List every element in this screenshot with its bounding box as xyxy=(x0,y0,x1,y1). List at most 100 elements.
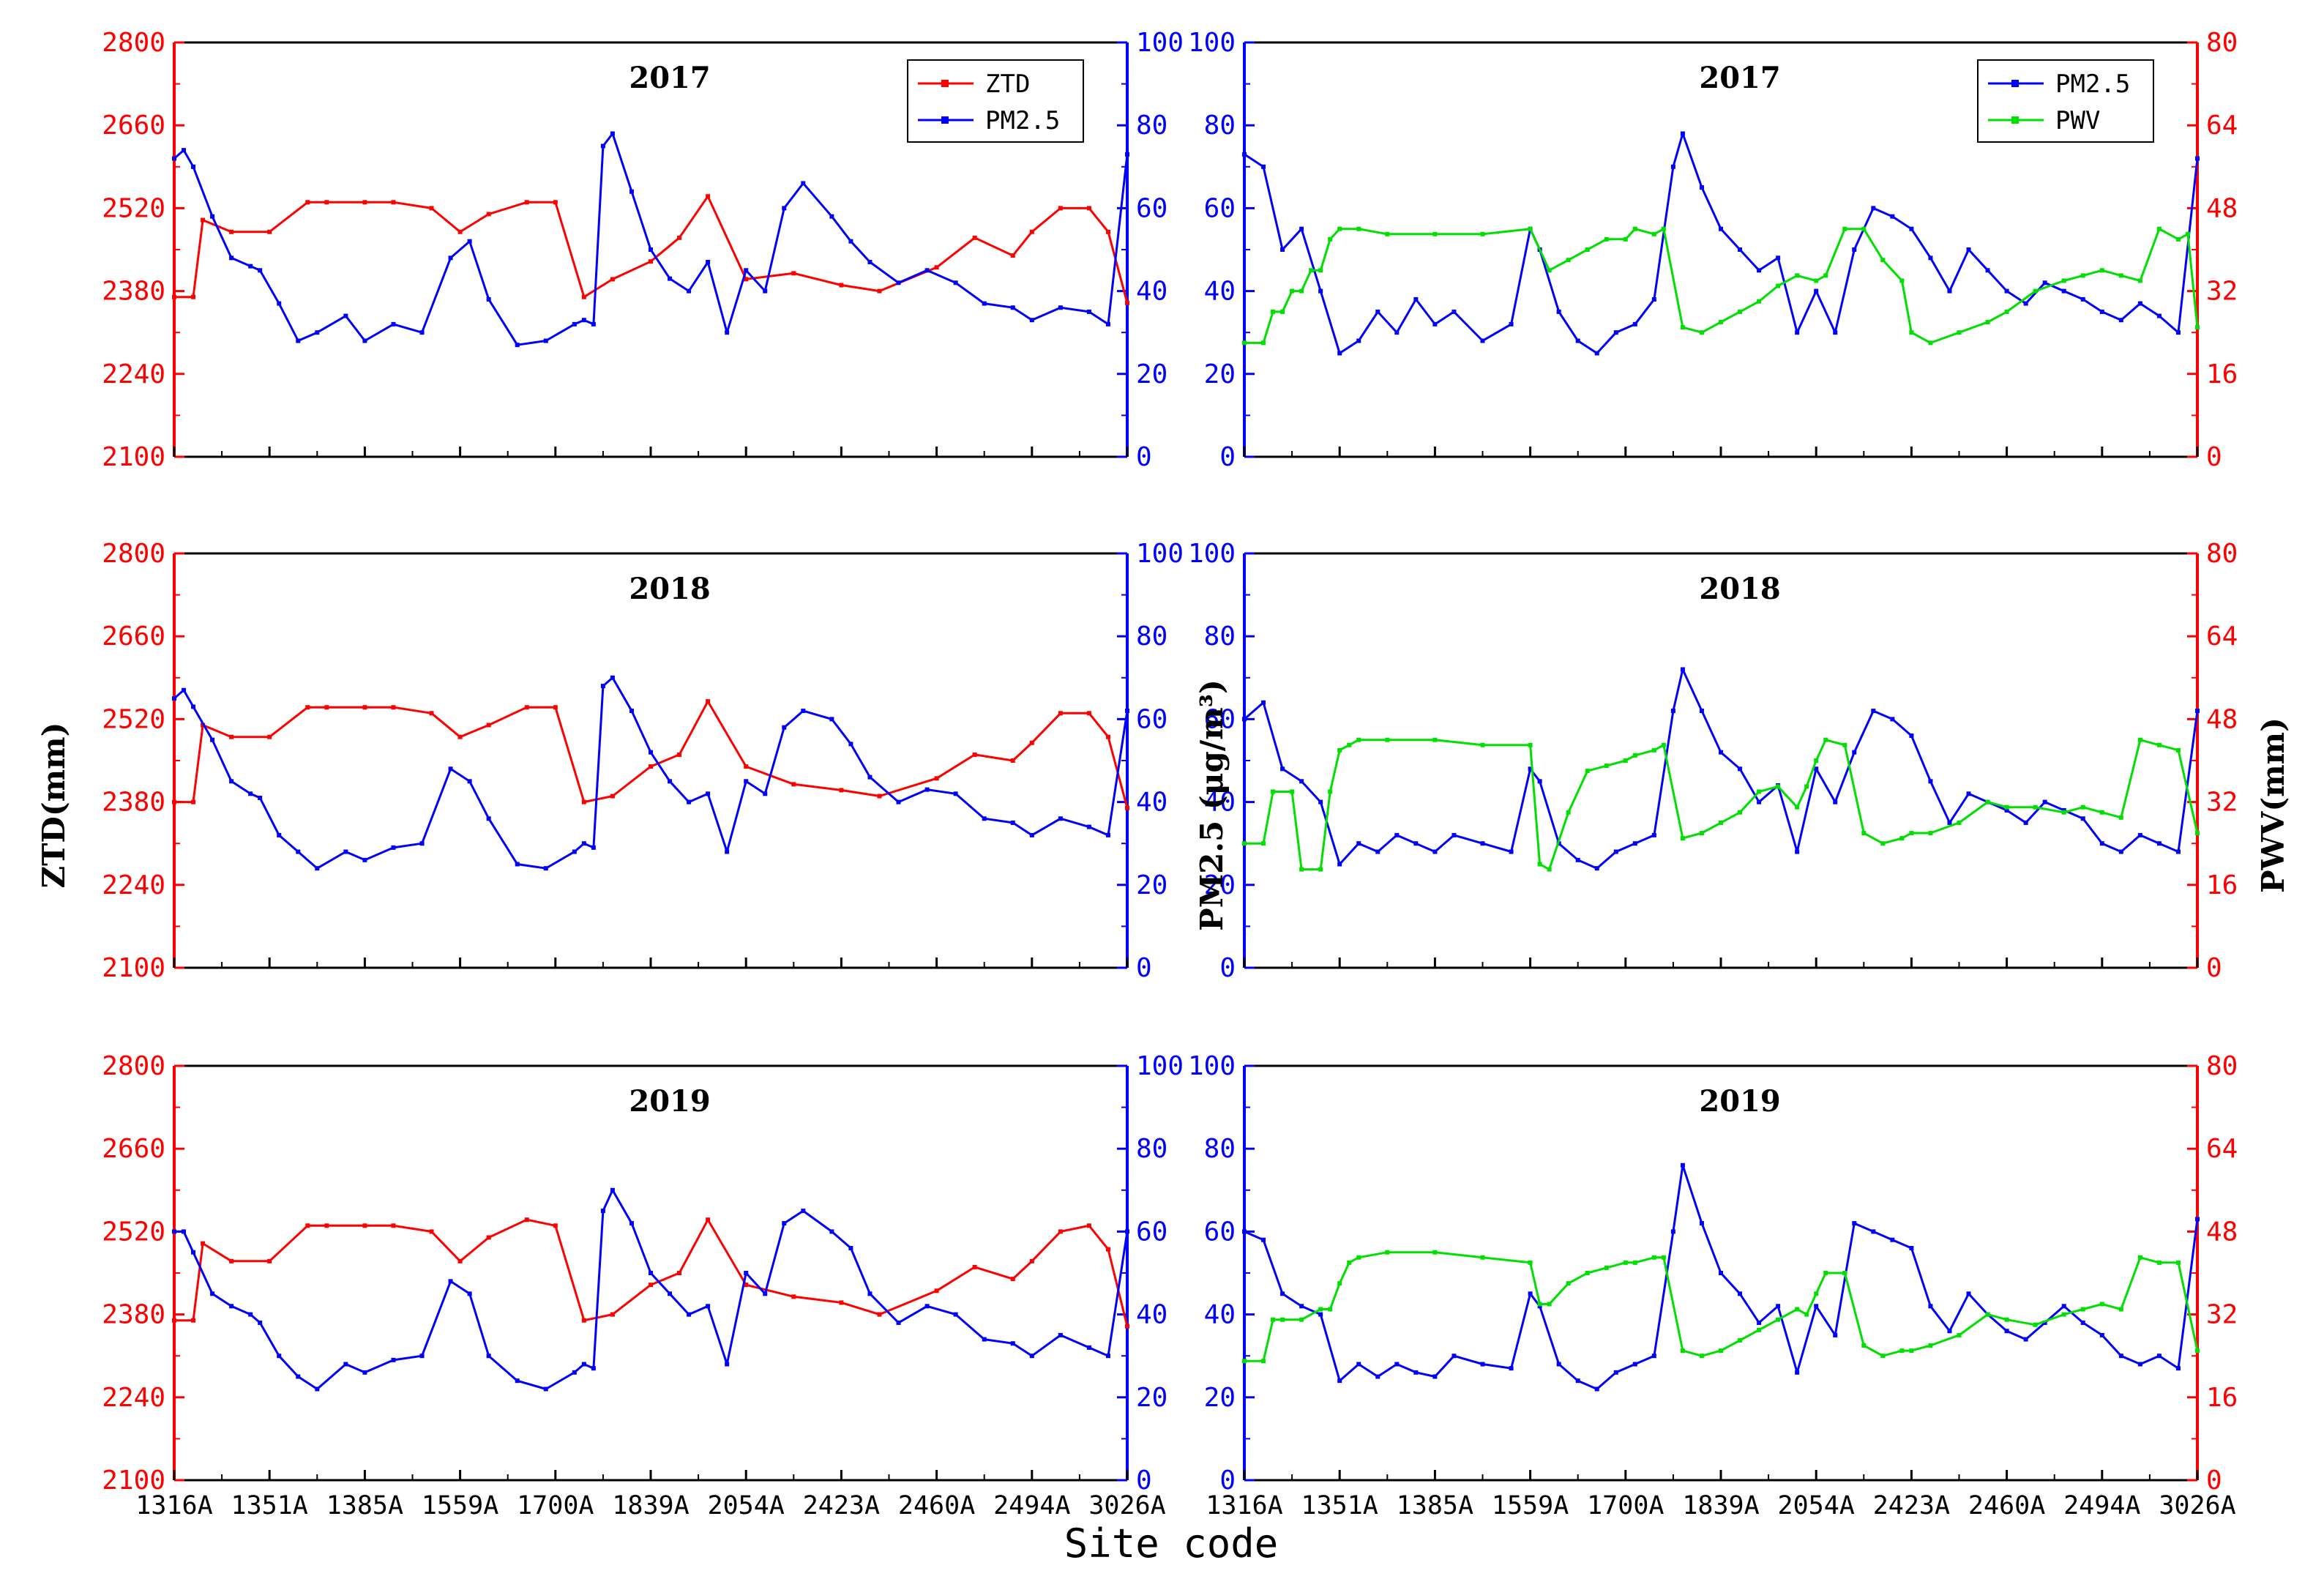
data-point xyxy=(1413,841,1419,846)
data-point xyxy=(1356,737,1361,742)
data-point xyxy=(1375,309,1380,314)
left-tick-label: 2380 xyxy=(102,277,165,307)
data-point xyxy=(610,675,615,680)
data-point xyxy=(2033,1322,2038,1327)
data-point xyxy=(1556,1362,1561,1367)
data-point xyxy=(1814,1291,1819,1296)
data-point xyxy=(1375,1374,1380,1379)
data-point xyxy=(391,845,396,850)
data-point xyxy=(2137,737,2142,742)
data-point xyxy=(1375,849,1380,854)
data-point xyxy=(591,321,596,326)
data-point xyxy=(172,1318,176,1323)
data-point xyxy=(2118,318,2123,323)
data-point xyxy=(1480,742,1485,747)
data-point xyxy=(934,1288,939,1294)
data-point xyxy=(629,709,634,714)
data-point xyxy=(1661,742,1666,747)
data-point xyxy=(649,259,653,264)
data-point xyxy=(782,725,787,730)
data-point xyxy=(1480,1362,1485,1367)
x-tick-label: 1839A xyxy=(1682,1491,1759,1520)
data-point xyxy=(1814,288,1819,294)
left-tick-label: 2240 xyxy=(102,1383,165,1413)
data-point xyxy=(201,217,206,223)
data-point xyxy=(2156,742,2162,747)
left-tick-label: 2240 xyxy=(102,359,165,389)
data-point xyxy=(457,1258,463,1263)
data-point xyxy=(924,1304,930,1309)
right-tick-label: 16 xyxy=(2206,870,2238,900)
data-point xyxy=(1058,1229,1063,1234)
data-point xyxy=(972,235,977,240)
data-point xyxy=(277,1354,282,1359)
right-tick-label: 40 xyxy=(1136,277,1167,307)
data-point xyxy=(2175,330,2181,335)
data-point xyxy=(1795,849,1800,854)
data-point xyxy=(1242,841,1247,846)
data-point xyxy=(1337,1281,1342,1286)
data-point xyxy=(1776,283,1781,288)
data-point xyxy=(1328,236,1333,242)
legend-label: PWV xyxy=(2055,106,2100,135)
x-tick-label: 3026A xyxy=(1088,1491,1165,1520)
data-point xyxy=(1242,1359,1247,1364)
data-point xyxy=(1623,758,1628,763)
data-point xyxy=(1699,330,1704,335)
left-tick-label: 2800 xyxy=(102,1051,165,1081)
data-point xyxy=(324,705,329,710)
data-point xyxy=(1347,1260,1352,1265)
data-point xyxy=(486,723,491,728)
data-point xyxy=(1547,867,1552,872)
data-point xyxy=(2175,849,2181,854)
data-point xyxy=(677,752,682,757)
right-tick-label: 48 xyxy=(2206,1217,2238,1247)
data-point xyxy=(1328,789,1333,794)
data-point xyxy=(1909,831,1914,836)
data-point xyxy=(391,1223,396,1228)
data-point xyxy=(248,791,253,796)
data-point xyxy=(2080,296,2085,302)
data-point xyxy=(2080,816,2085,821)
x-tick-label: 1351A xyxy=(1301,1491,1378,1520)
data-point xyxy=(1086,206,1091,211)
data-point xyxy=(1757,268,1762,273)
x-tick-label: 1700A xyxy=(517,1491,594,1520)
data-point xyxy=(1719,1271,1723,1275)
data-point xyxy=(2099,841,2104,846)
data-point xyxy=(2195,1348,2200,1354)
data-point xyxy=(1928,831,1933,836)
data-point xyxy=(1699,709,1704,714)
data-point xyxy=(1613,330,1618,335)
data-point xyxy=(258,1320,263,1325)
data-point xyxy=(572,849,577,854)
data-point xyxy=(1385,1250,1390,1255)
data-point xyxy=(1105,1354,1110,1359)
left-tick-label: 2800 xyxy=(102,28,165,58)
data-point xyxy=(524,1217,529,1222)
data-point xyxy=(2061,278,2066,283)
data-point xyxy=(2156,1260,2162,1265)
data-point xyxy=(744,1283,749,1288)
data-point xyxy=(1125,709,1129,714)
data-point xyxy=(1480,1255,1485,1260)
data-point xyxy=(2061,810,2066,815)
data-point xyxy=(296,849,301,854)
data-point xyxy=(1719,750,1723,755)
data-point xyxy=(258,268,263,273)
data-point xyxy=(362,857,367,862)
data-point xyxy=(934,265,939,270)
data-point xyxy=(2033,288,2038,294)
data-point xyxy=(1029,1258,1034,1263)
data-point xyxy=(801,709,806,714)
data-point xyxy=(572,1370,577,1375)
data-point xyxy=(1594,866,1599,871)
panel-title: 2018 xyxy=(629,572,710,606)
data-point xyxy=(1385,231,1390,236)
data-point xyxy=(1823,1271,1828,1275)
data-point xyxy=(2023,301,2028,306)
left-tick-label: 2100 xyxy=(102,1466,165,1496)
right-tick-label: 100 xyxy=(1136,1051,1184,1081)
data-point xyxy=(1680,1348,1685,1354)
data-point xyxy=(419,841,425,846)
